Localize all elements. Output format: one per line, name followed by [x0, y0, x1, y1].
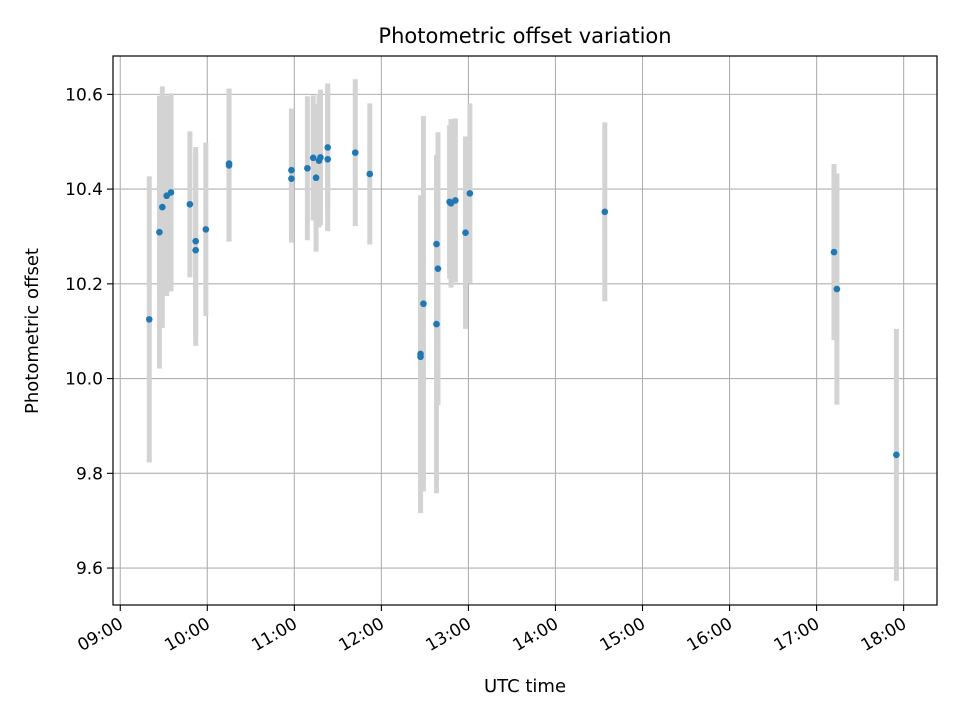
data-point — [433, 240, 440, 248]
y-tick-label: 9.8 — [76, 464, 103, 484]
data-point — [288, 166, 295, 174]
data-point — [324, 155, 332, 163]
data-point — [366, 170, 374, 178]
y-axis-ticks: 9.6 9.8 10.0 10.2 10.4 10.6 — [65, 85, 113, 579]
data-point — [225, 162, 233, 169]
data-point — [167, 189, 175, 196]
data-point — [317, 154, 324, 161]
data-point — [309, 154, 317, 162]
y-tick-label: 9.6 — [76, 559, 103, 579]
data-point — [351, 149, 359, 156]
data-point — [145, 316, 153, 323]
data-point — [466, 190, 474, 197]
data-point — [417, 353, 424, 361]
grid — [113, 56, 937, 605]
data-point — [462, 229, 469, 236]
data-point — [420, 300, 427, 308]
y-tick-label: 10.2 — [65, 275, 103, 295]
x-axis-title: UTC time — [484, 676, 566, 697]
data-point — [830, 248, 838, 256]
data-point — [288, 175, 295, 182]
plot-frame — [112, 55, 938, 606]
data-points — [145, 144, 900, 459]
data-point — [159, 203, 166, 211]
data-point — [833, 285, 841, 293]
data-point — [324, 144, 332, 151]
data-point — [434, 265, 442, 272]
chart-title: Photometric offset variation — [378, 24, 671, 48]
data-point — [452, 197, 459, 204]
data-point — [156, 228, 163, 236]
y-tick-label: 10.4 — [65, 180, 103, 200]
data-point — [433, 320, 440, 328]
data-point — [192, 246, 199, 254]
y-tick-label: 10.6 — [65, 85, 103, 105]
y-axis-title: Photometric offset — [22, 248, 43, 414]
data-point — [202, 226, 210, 233]
data-point — [304, 164, 311, 172]
data-point — [312, 174, 320, 182]
data-point — [601, 208, 609, 216]
data-point — [893, 451, 900, 459]
data-point — [192, 237, 199, 245]
data-point — [186, 200, 194, 208]
y-tick-label: 10.0 — [65, 370, 103, 390]
